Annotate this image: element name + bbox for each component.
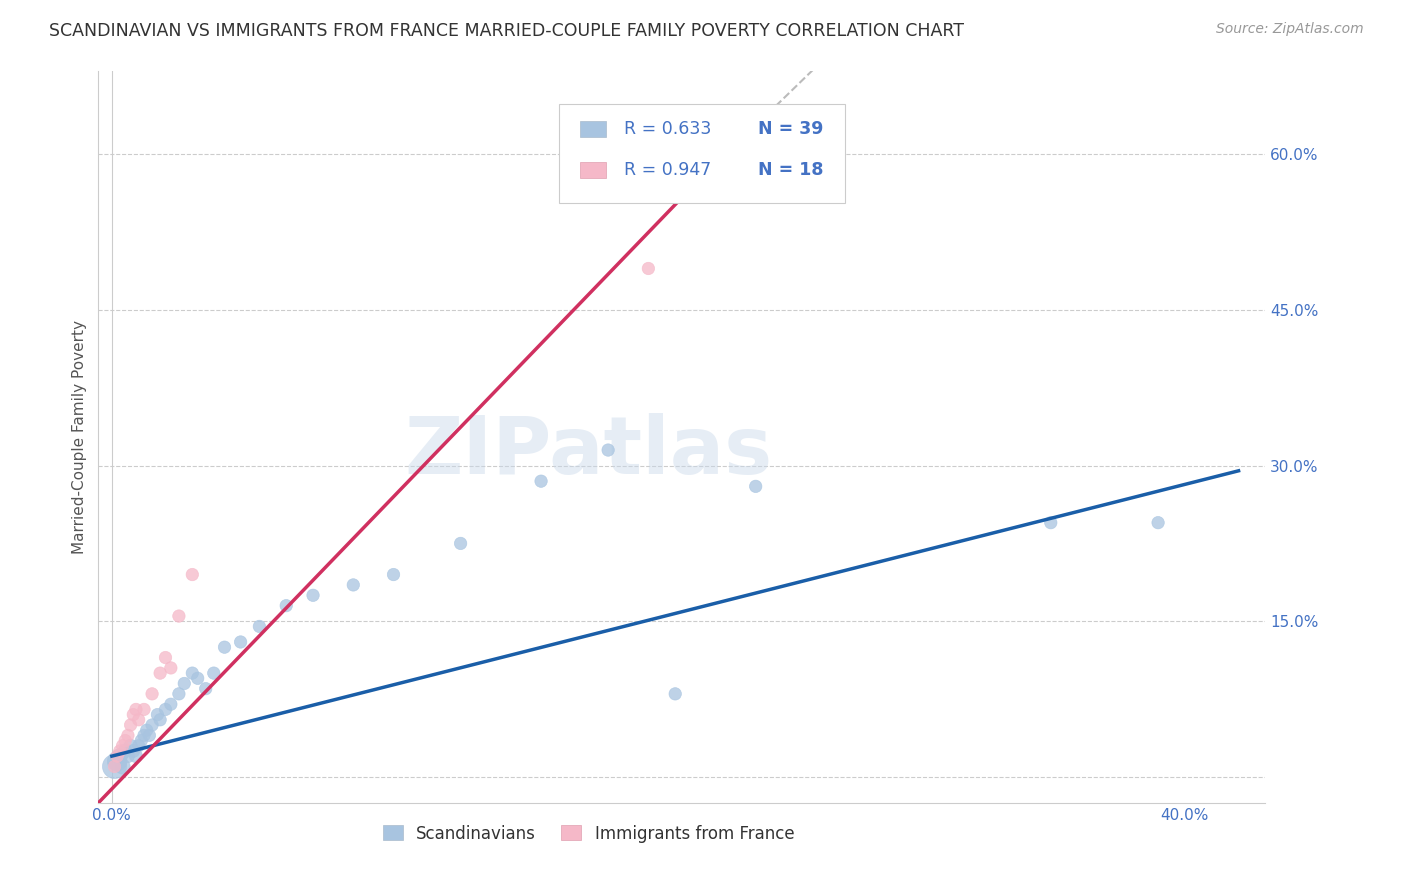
Point	[598, 443, 620, 458]
Point	[105, 749, 128, 764]
Point	[120, 718, 142, 732]
Point	[138, 728, 160, 742]
Point	[276, 599, 298, 613]
Point	[111, 759, 134, 773]
Point	[450, 536, 472, 550]
Point	[141, 718, 163, 732]
Point	[108, 744, 131, 758]
Text: R = 0.947: R = 0.947	[624, 161, 711, 179]
Point	[160, 661, 183, 675]
Point	[108, 749, 131, 764]
Point	[149, 666, 172, 681]
Point	[128, 713, 150, 727]
Point	[120, 739, 142, 753]
Point	[229, 635, 252, 649]
Point	[149, 713, 172, 727]
Text: SCANDINAVIAN VS IMMIGRANTS FROM FRANCE MARRIED-COUPLE FAMILY POVERTY CORRELATION: SCANDINAVIAN VS IMMIGRANTS FROM FRANCE M…	[49, 22, 965, 40]
Point	[146, 707, 169, 722]
Point	[160, 698, 183, 712]
Point	[125, 749, 148, 764]
Point	[664, 687, 686, 701]
Point	[105, 754, 128, 768]
FancyBboxPatch shape	[581, 162, 606, 178]
Point	[131, 733, 153, 747]
Point	[1147, 516, 1170, 530]
Text: Source: ZipAtlas.com: Source: ZipAtlas.com	[1216, 22, 1364, 37]
Point	[302, 588, 325, 602]
Point	[342, 578, 364, 592]
Point	[122, 707, 145, 722]
Text: ZIPatlas: ZIPatlas	[405, 413, 773, 491]
Point	[187, 671, 209, 685]
Point	[637, 261, 659, 276]
FancyBboxPatch shape	[560, 104, 845, 203]
Point	[103, 759, 125, 773]
Point	[141, 687, 163, 701]
Point	[135, 723, 157, 738]
Point	[103, 759, 125, 773]
Point	[155, 702, 177, 716]
Text: N = 39: N = 39	[758, 120, 823, 138]
Point	[214, 640, 236, 655]
Text: R = 0.633: R = 0.633	[624, 120, 711, 138]
Point	[132, 728, 155, 742]
Point	[167, 609, 190, 624]
Point	[114, 744, 136, 758]
Point	[744, 479, 766, 493]
Y-axis label: Married-Couple Family Poverty: Married-Couple Family Poverty	[72, 320, 87, 554]
Point	[173, 676, 195, 690]
Point	[114, 733, 136, 747]
Point	[181, 567, 204, 582]
Point	[132, 702, 155, 716]
Point	[181, 666, 204, 681]
Point	[194, 681, 217, 696]
Point	[202, 666, 225, 681]
Point	[167, 687, 190, 701]
Point	[1039, 516, 1062, 530]
FancyBboxPatch shape	[581, 121, 606, 137]
Point	[382, 567, 405, 582]
Point	[128, 739, 150, 753]
Point	[530, 474, 553, 488]
Point	[111, 739, 134, 753]
Point	[117, 749, 139, 764]
Point	[117, 728, 139, 742]
Point	[247, 619, 270, 633]
Legend: Scandinavians, Immigrants from France: Scandinavians, Immigrants from France	[377, 818, 801, 849]
Point	[155, 650, 177, 665]
Point	[125, 702, 148, 716]
Point	[122, 744, 145, 758]
Text: N = 18: N = 18	[758, 161, 824, 179]
